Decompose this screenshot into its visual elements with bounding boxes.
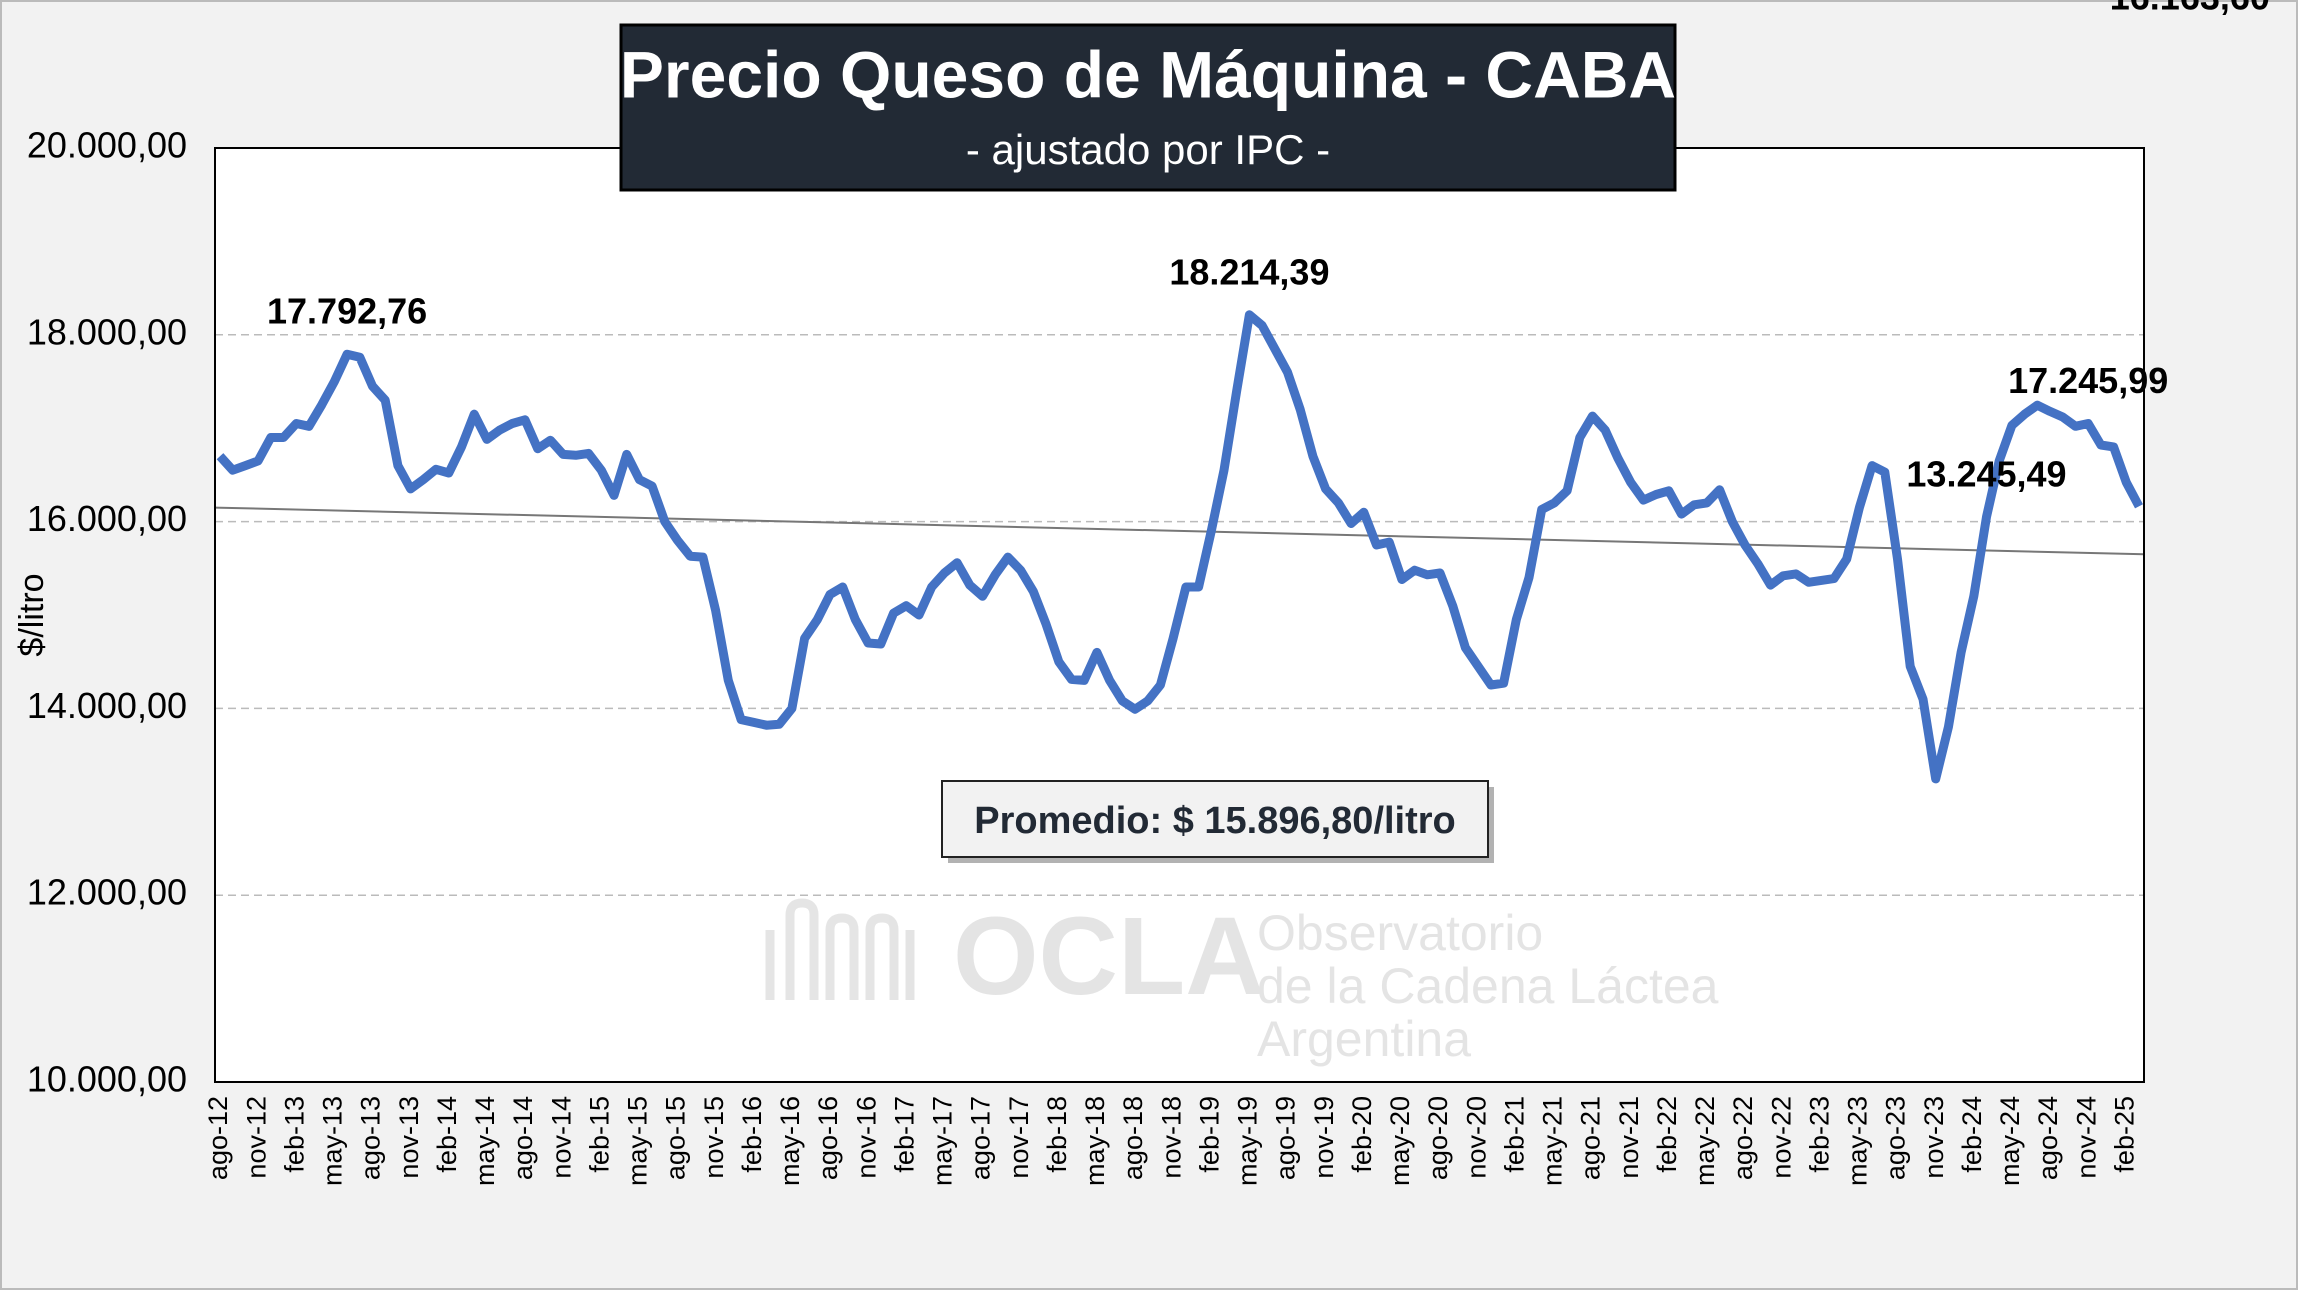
x-tick-label: nov-17 xyxy=(1004,1096,1034,1179)
x-tick-label: ago-18 xyxy=(1118,1096,1148,1180)
watermark-name: OCLA xyxy=(953,895,1265,1018)
trend-line xyxy=(214,506,2145,556)
x-tick-label: feb-20 xyxy=(1347,1096,1377,1173)
x-tick-label: feb-19 xyxy=(1194,1096,1224,1173)
x-tick-label: nov-19 xyxy=(1309,1096,1339,1179)
x-tick-label: feb-17 xyxy=(889,1096,919,1173)
x-tick-label: feb-22 xyxy=(1652,1096,1682,1173)
x-tick-label: feb-25 xyxy=(2109,1096,2139,1173)
x-tick-label: may-18 xyxy=(1080,1096,1110,1186)
x-tick-label: may-22 xyxy=(1690,1096,1720,1186)
watermark: OCLA Observatorio de la Cadena Láctea Ar… xyxy=(765,895,1719,1067)
x-tick-label: nov-18 xyxy=(1156,1096,1186,1179)
x-tick-label: ago-24 xyxy=(2033,1096,2063,1180)
x-tick-label: may-21 xyxy=(1538,1096,1568,1186)
x-tick-label: ago-21 xyxy=(1576,1096,1606,1180)
title-box xyxy=(619,23,1677,192)
x-tick-label: nov-16 xyxy=(851,1096,881,1179)
x-tick-label: ago-20 xyxy=(1423,1096,1453,1180)
watermark-line: Argentina xyxy=(1257,1011,1471,1067)
x-tick-label: may-24 xyxy=(1995,1096,2025,1186)
x-tick-label: feb-14 xyxy=(432,1096,462,1173)
x-tick-label: nov-22 xyxy=(1766,1096,1796,1179)
x-tick-label: feb-16 xyxy=(737,1096,767,1173)
y-axis-label: $/litro xyxy=(13,573,51,656)
x-tick-label: feb-21 xyxy=(1499,1096,1529,1173)
x-tick-label: nov-20 xyxy=(1461,1096,1491,1179)
y-tick-label: 12.000,00 xyxy=(27,872,187,913)
x-tick-label: may-20 xyxy=(1385,1096,1415,1186)
watermark-line: Observatorio xyxy=(1257,905,1543,961)
x-tick-label: feb-13 xyxy=(279,1096,309,1173)
x-tick-label: nov-12 xyxy=(241,1096,271,1179)
watermark-line: de la Cadena Láctea xyxy=(1257,958,1719,1014)
x-tick-label: ago-23 xyxy=(1881,1096,1911,1180)
data-label: 16.163,60 xyxy=(2110,0,2270,18)
x-tick-label: feb-23 xyxy=(1804,1096,1834,1173)
y-tick-label: 20.000,00 xyxy=(27,125,187,166)
x-tick-label: nov-23 xyxy=(1919,1096,1949,1179)
x-tick-label: ago-13 xyxy=(356,1096,386,1180)
average-label: Promedio: $ 15.896,80/litro xyxy=(974,800,1456,842)
x-tick-label: may-19 xyxy=(1233,1096,1263,1186)
chart-subtitle: - ajustado por IPC - xyxy=(966,126,1330,173)
x-tick-label: feb-24 xyxy=(1957,1096,1987,1173)
average-box: Promedio: $ 15.896,80/litro xyxy=(941,780,1494,863)
x-tick-label: ago-12 xyxy=(203,1096,233,1180)
x-tick-label: may-14 xyxy=(470,1096,500,1186)
y-tick-label: 18.000,00 xyxy=(27,311,187,352)
x-tick-label: nov-15 xyxy=(699,1096,729,1179)
x-tick-label: ago-15 xyxy=(661,1096,691,1180)
y-tick-label: 10.000,00 xyxy=(27,1059,187,1100)
data-label: 17.792,76 xyxy=(267,291,427,332)
x-tick-label: may-17 xyxy=(928,1096,958,1186)
data-line xyxy=(216,310,2143,784)
x-tick-label: nov-21 xyxy=(1614,1096,1644,1179)
x-tick-label: may-23 xyxy=(1843,1096,1873,1186)
x-tick-label: ago-17 xyxy=(966,1096,996,1180)
y-tick-label: 14.000,00 xyxy=(27,685,187,726)
x-tick-label: feb-18 xyxy=(1042,1096,1072,1173)
x-tick-label: ago-22 xyxy=(1728,1096,1758,1180)
x-tick-label: may-16 xyxy=(775,1096,805,1186)
x-tick-label: may-15 xyxy=(623,1096,653,1186)
x-tick-label: feb-15 xyxy=(584,1096,614,1173)
y-tick-label: 16.000,00 xyxy=(27,498,187,539)
x-tick-label: ago-16 xyxy=(813,1096,843,1180)
data-label: 18.214,39 xyxy=(1169,251,1329,292)
x-tick-label: may-13 xyxy=(318,1096,348,1186)
x-tick-label: nov-13 xyxy=(394,1096,424,1179)
x-tick-label: nov-24 xyxy=(2071,1096,2101,1179)
data-label: 13.245,49 xyxy=(1906,453,2066,494)
x-tick-label: ago-19 xyxy=(1271,1096,1301,1180)
x-tick-label: ago-14 xyxy=(508,1096,538,1180)
chart-title: Precio Queso de Máquina - CABA xyxy=(620,37,1676,111)
data-label: 17.245,99 xyxy=(2008,360,2168,401)
x-tick-label: nov-14 xyxy=(546,1096,576,1179)
watermark-logo xyxy=(765,898,915,1000)
